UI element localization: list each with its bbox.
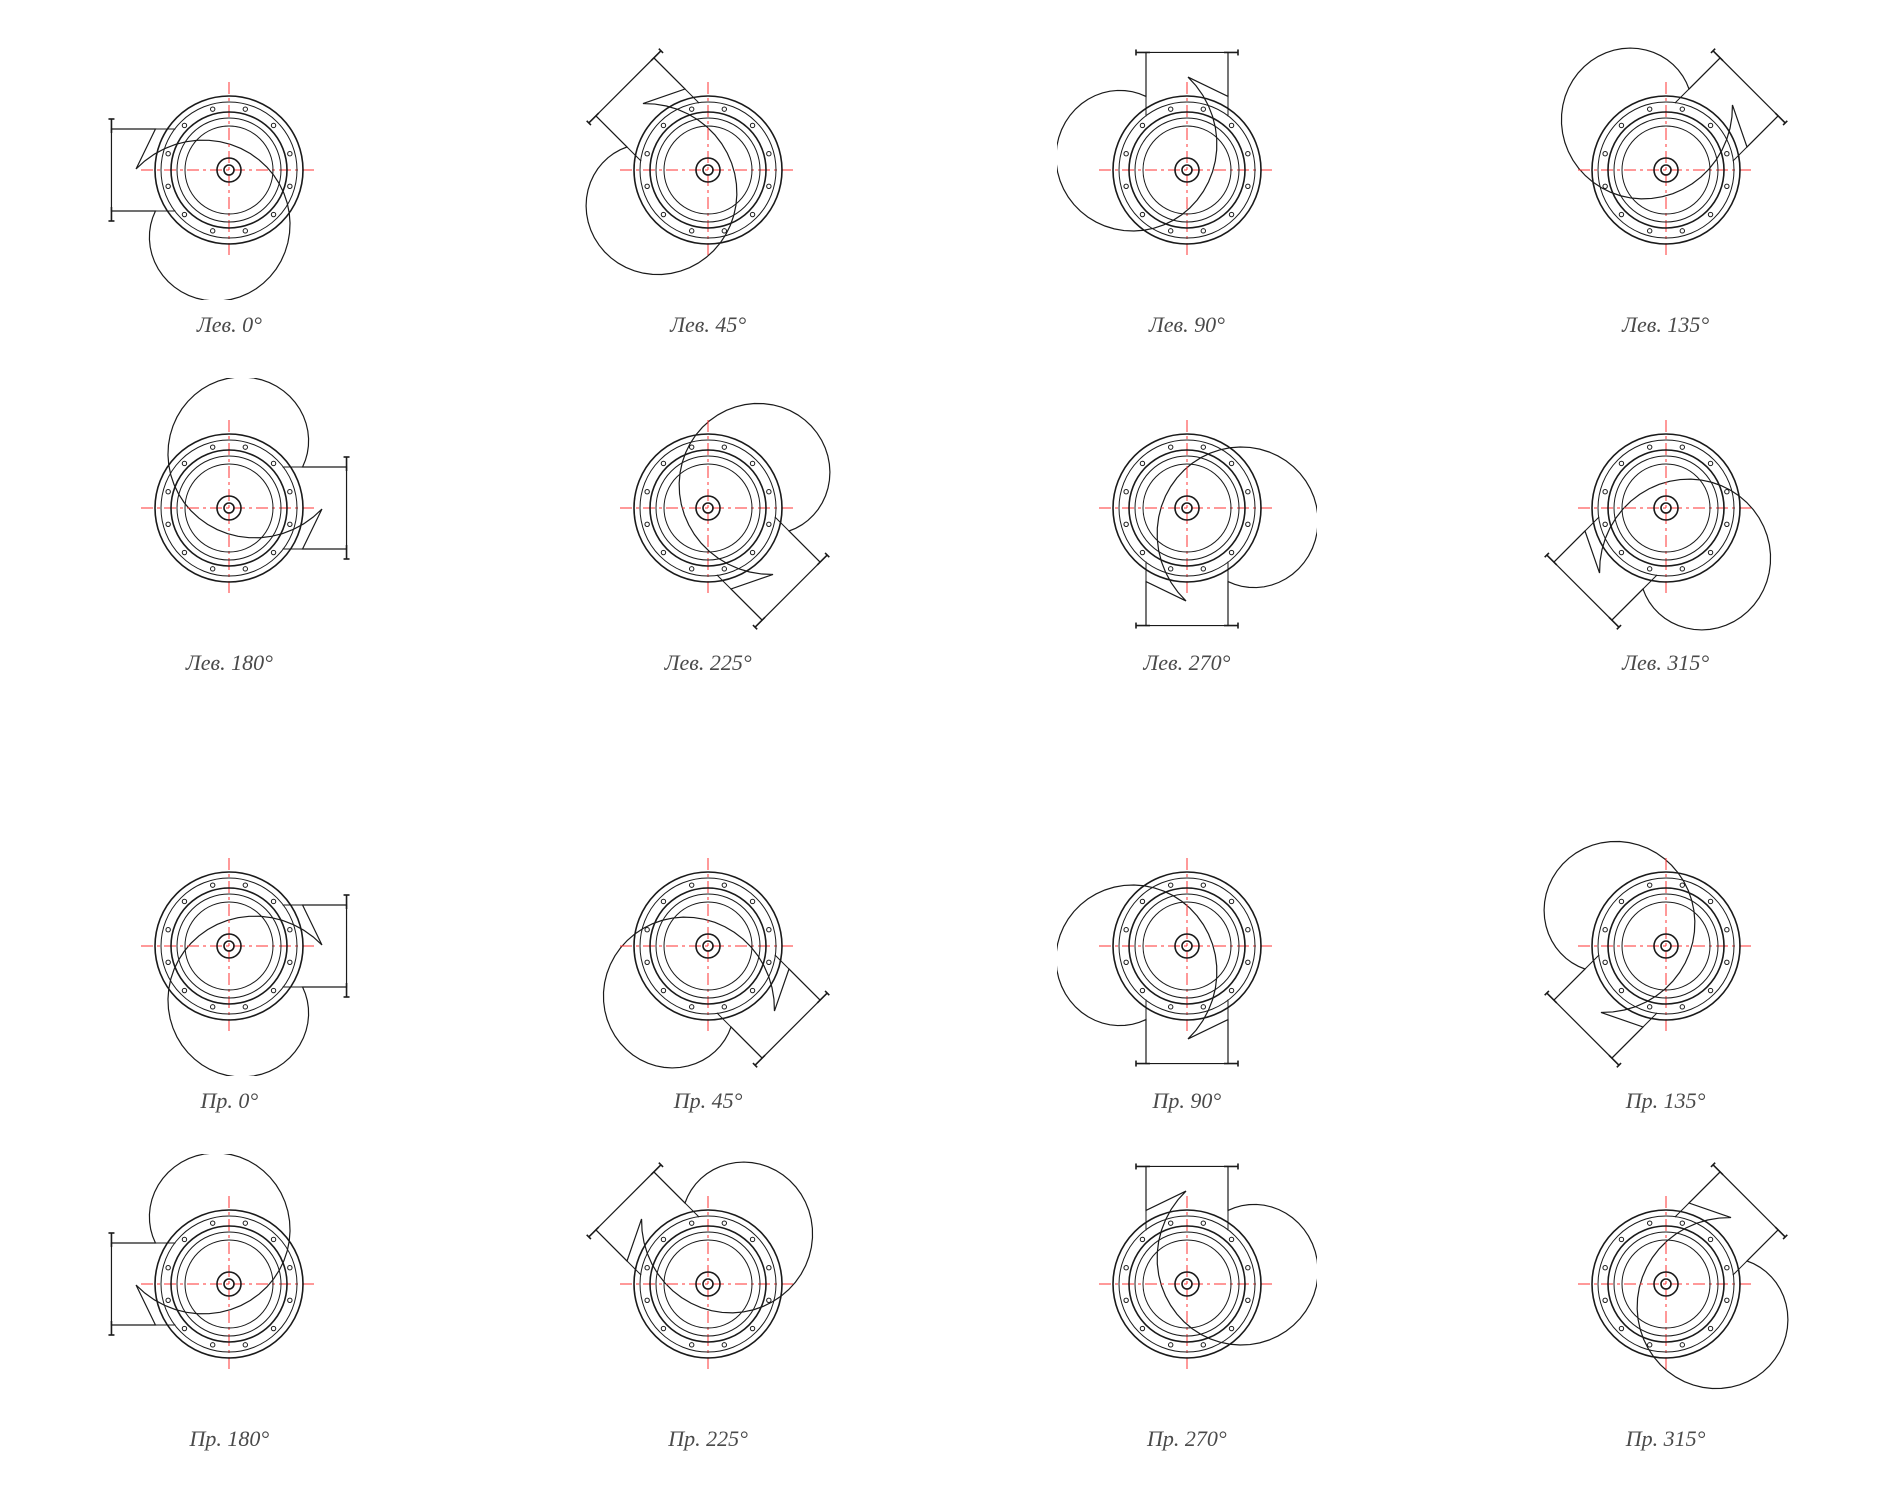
fan-cell: Лев. 0° xyxy=(60,40,399,338)
fan-label: Лев. 90° xyxy=(1149,312,1225,338)
fan-cell: Пр. 180° xyxy=(60,1154,399,1452)
fan-label: Лев. 180° xyxy=(186,650,273,676)
fan-cell: Лев. 180° xyxy=(60,378,399,676)
fan-label: Пр. 225° xyxy=(668,1426,748,1452)
fan-diagram xyxy=(1536,40,1796,300)
fan-label: Пр. 180° xyxy=(190,1426,270,1452)
fan-label: Пр. 45° xyxy=(674,1088,743,1114)
fan-diagram xyxy=(1057,40,1317,300)
fan-cell: Пр. 90° xyxy=(1018,816,1357,1114)
fan-label: Пр. 90° xyxy=(1153,1088,1222,1114)
fan-diagram xyxy=(99,1154,359,1414)
fan-cell: Пр. 0° xyxy=(60,816,399,1114)
fan-cell: Лев. 270° xyxy=(1018,378,1357,676)
fan-diagram xyxy=(578,40,838,300)
fan-diagram xyxy=(1057,1154,1317,1414)
section-gap xyxy=(60,716,1835,776)
fan-cell: Лев. 90° xyxy=(1018,40,1357,338)
fan-label: Лев. 315° xyxy=(1622,650,1709,676)
fan-label: Лев. 0° xyxy=(197,312,262,338)
fan-label: Пр. 315° xyxy=(1626,1426,1706,1452)
fan-label: Лев. 135° xyxy=(1622,312,1709,338)
fan-cell: Пр. 270° xyxy=(1018,1154,1357,1452)
fan-diagram xyxy=(578,1154,838,1414)
fan-orientation-grid: Лев. 0° Лев. 45° xyxy=(60,40,1835,1452)
fan-diagram xyxy=(1536,816,1796,1076)
fan-cell: Лев. 225° xyxy=(539,378,878,676)
fan-diagram xyxy=(99,816,359,1076)
fan-diagram xyxy=(578,816,838,1076)
fan-diagram xyxy=(99,40,359,300)
fan-cell: Пр. 225° xyxy=(539,1154,878,1452)
fan-label: Пр. 270° xyxy=(1147,1426,1227,1452)
fan-label: Лев. 45° xyxy=(670,312,746,338)
fan-label: Лев. 225° xyxy=(665,650,752,676)
fan-diagram xyxy=(1536,1154,1796,1414)
fan-diagram xyxy=(1057,378,1317,638)
fan-diagram xyxy=(1536,378,1796,638)
fan-diagram xyxy=(99,378,359,638)
fan-diagram xyxy=(578,378,838,638)
fan-label: Пр. 135° xyxy=(1626,1088,1706,1114)
fan-cell: Лев. 315° xyxy=(1496,378,1835,676)
fan-cell: Лев. 135° xyxy=(1496,40,1835,338)
fan-diagram xyxy=(1057,816,1317,1076)
fan-cell: Пр. 45° xyxy=(539,816,878,1114)
fan-cell: Пр. 135° xyxy=(1496,816,1835,1114)
fan-cell: Лев. 45° xyxy=(539,40,878,338)
fan-cell: Пр. 315° xyxy=(1496,1154,1835,1452)
fan-label: Пр. 0° xyxy=(201,1088,259,1114)
fan-label: Лев. 270° xyxy=(1143,650,1230,676)
